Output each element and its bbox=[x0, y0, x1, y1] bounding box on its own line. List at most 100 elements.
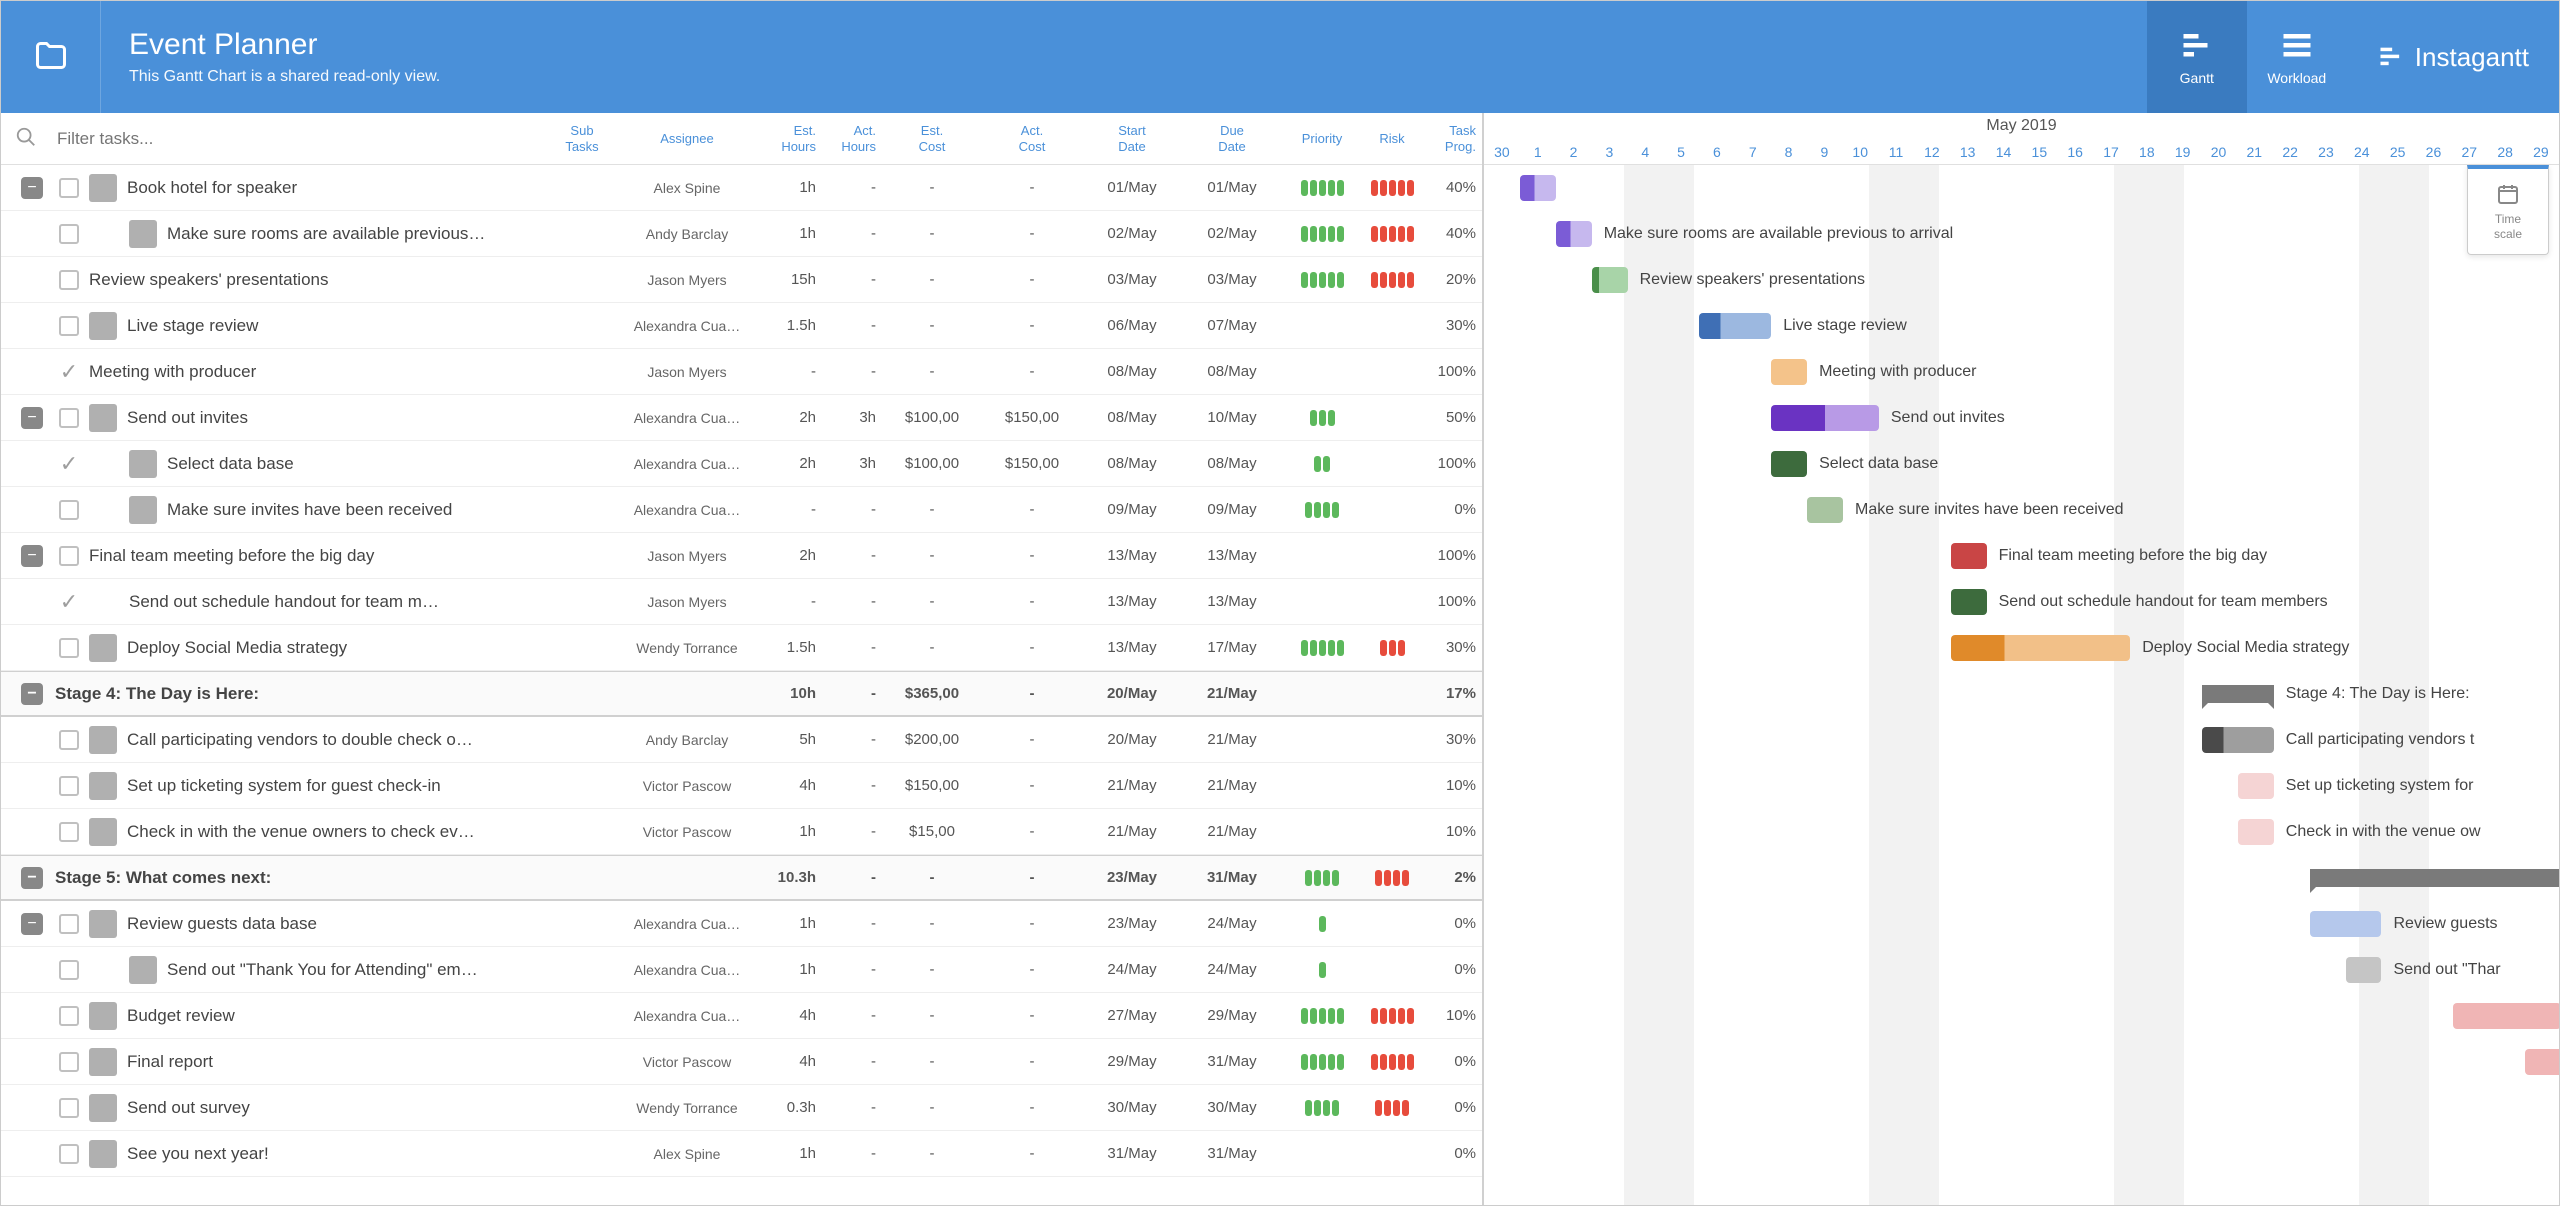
task-checkbox[interactable] bbox=[59, 408, 79, 428]
task-row[interactable]: Live stage review Alexandra Cua… 1.5h - … bbox=[1, 303, 1482, 349]
task-checkbox[interactable] bbox=[59, 546, 79, 566]
task-checkbox[interactable] bbox=[59, 500, 79, 520]
col-act-cost[interactable]: Act.Cost bbox=[982, 123, 1082, 154]
timeline-day[interactable]: 7 bbox=[1735, 139, 1771, 164]
timeline-day[interactable]: 16 bbox=[2057, 139, 2093, 164]
gantt-bar[interactable]: Send out schedule handout for team membe… bbox=[1951, 589, 1987, 615]
task-checkbox[interactable] bbox=[59, 776, 79, 796]
view-workload-button[interactable]: Workload bbox=[2247, 1, 2347, 113]
gantt-group-bar[interactable] bbox=[2310, 869, 2559, 887]
timeline-day[interactable]: 23 bbox=[2308, 139, 2344, 164]
task-row[interactable]: − Final team meeting before the big day … bbox=[1, 533, 1482, 579]
timeline-day[interactable]: 12 bbox=[1914, 139, 1950, 164]
collapse-toggle[interactable]: − bbox=[21, 545, 43, 567]
task-row[interactable]: ✓ Select data base Alexandra Cua… 2h 3h … bbox=[1, 441, 1482, 487]
gantt-bar[interactable]: Meeting with producer bbox=[1771, 359, 1807, 385]
task-row[interactable]: Call participating vendors to double che… bbox=[1, 717, 1482, 763]
gantt-bar[interactable]: Send out "Thar bbox=[2346, 957, 2382, 983]
col-assignee[interactable]: Assignee bbox=[612, 131, 762, 147]
task-row[interactable]: Review speakers' presentations Jason Mye… bbox=[1, 257, 1482, 303]
gantt-bar[interactable]: Set up ticketing system for bbox=[2238, 773, 2274, 799]
timeline-day[interactable]: 9 bbox=[1806, 139, 1842, 164]
task-row[interactable]: Make sure rooms are available previous… … bbox=[1, 211, 1482, 257]
timeline-day[interactable]: 19 bbox=[2165, 139, 2201, 164]
timeline-day[interactable]: 4 bbox=[1627, 139, 1663, 164]
timeline-day[interactable]: 6 bbox=[1699, 139, 1735, 164]
task-row[interactable]: See you next year! Alex Spine 1h - - - 3… bbox=[1, 1131, 1482, 1177]
task-checkbox[interactable] bbox=[59, 730, 79, 750]
gantt-bar[interactable]: Live stage review bbox=[1699, 313, 1771, 339]
task-row[interactable]: − Send out invites Alexandra Cua… 2h 3h … bbox=[1, 395, 1482, 441]
task-row[interactable]: Final report Victor Pascow 4h - - - 29/M… bbox=[1, 1039, 1482, 1085]
col-start-date[interactable]: StartDate bbox=[1082, 123, 1182, 154]
collapse-toggle[interactable]: − bbox=[21, 407, 43, 429]
timeline-day[interactable]: 30 bbox=[1484, 139, 1520, 164]
gantt-bar[interactable]: Review guests bbox=[2310, 911, 2382, 937]
timeline-day[interactable]: 25 bbox=[2380, 139, 2416, 164]
task-checkbox[interactable] bbox=[59, 316, 79, 336]
col-priority[interactable]: Priority bbox=[1282, 131, 1362, 147]
timeline-day[interactable]: 20 bbox=[2201, 139, 2237, 164]
timeline-day[interactable]: 29 bbox=[2523, 139, 2559, 164]
folder-button[interactable] bbox=[1, 1, 101, 113]
task-checkbox[interactable] bbox=[59, 178, 79, 198]
gantt-bar[interactable]: Deploy Social Media strategy bbox=[1951, 635, 2131, 661]
col-progress[interactable]: TaskProg. bbox=[1422, 123, 1482, 154]
task-row[interactable]: Set up ticketing system for guest check-… bbox=[1, 763, 1482, 809]
gantt-bar[interactable]: Final team meeting before the big day bbox=[1951, 543, 1987, 569]
collapse-toggle[interactable]: − bbox=[21, 913, 43, 935]
timeline-day[interactable]: 3 bbox=[1591, 139, 1627, 164]
collapse-toggle[interactable]: − bbox=[21, 867, 43, 889]
gantt-bar[interactable]: Check in with the venue ow bbox=[2238, 819, 2274, 845]
view-gantt-button[interactable]: Gantt bbox=[2147, 1, 2247, 113]
task-row[interactable]: Deploy Social Media strategy Wendy Torra… bbox=[1, 625, 1482, 671]
task-checkbox[interactable] bbox=[59, 1144, 79, 1164]
task-checkbox[interactable] bbox=[59, 1052, 79, 1072]
timeline-day[interactable]: 15 bbox=[2021, 139, 2057, 164]
task-row[interactable]: Make sure invites have been received Ale… bbox=[1, 487, 1482, 533]
timeline-day[interactable]: 1 bbox=[1520, 139, 1556, 164]
timeline-day[interactable]: 11 bbox=[1878, 139, 1914, 164]
gantt-bar[interactable]: Call participating vendors t bbox=[2202, 727, 2274, 753]
col-subtasks[interactable]: SubTasks bbox=[552, 123, 612, 154]
task-row[interactable]: Send out "Thank You for Attending" em… A… bbox=[1, 947, 1482, 993]
task-checkbox[interactable] bbox=[59, 914, 79, 934]
col-risk[interactable]: Risk bbox=[1362, 131, 1422, 147]
task-row[interactable]: − Book hotel for speaker Alex Spine 1h -… bbox=[1, 165, 1482, 211]
timeline-day[interactable]: 10 bbox=[1842, 139, 1878, 164]
gantt-bar[interactable]: Make sure rooms are available previous t… bbox=[1556, 221, 1592, 247]
collapse-toggle[interactable]: − bbox=[21, 683, 43, 705]
col-est-cost[interactable]: Est.Cost bbox=[882, 123, 982, 154]
gantt-bar[interactable]: Select data base bbox=[1771, 451, 1807, 477]
gantt-bar[interactable]: Review speakers' presentations bbox=[1592, 267, 1628, 293]
timescale-button[interactable]: Timescale bbox=[2467, 165, 2549, 255]
task-row[interactable]: Check in with the venue owners to check … bbox=[1, 809, 1482, 855]
timeline-day[interactable]: 22 bbox=[2272, 139, 2308, 164]
timeline-day[interactable]: 17 bbox=[2093, 139, 2129, 164]
task-row[interactable]: Send out survey Wendy Torrance 0.3h - - … bbox=[1, 1085, 1482, 1131]
timeline-day[interactable]: 14 bbox=[1986, 139, 2022, 164]
task-checkbox[interactable] bbox=[59, 270, 79, 290]
task-checkbox[interactable] bbox=[59, 1098, 79, 1118]
group-row[interactable]: − Stage 5: What comes next: 10.3h - - - … bbox=[1, 855, 1482, 901]
timeline-day[interactable]: 27 bbox=[2451, 139, 2487, 164]
brand-logo[interactable]: Instagantt bbox=[2347, 42, 2559, 73]
task-checkbox[interactable] bbox=[59, 822, 79, 842]
task-row[interactable]: ✓ Send out schedule handout for team m… … bbox=[1, 579, 1482, 625]
gantt-group-bar[interactable]: Stage 4: The Day is Here: bbox=[2202, 685, 2274, 703]
task-checkbox[interactable] bbox=[59, 638, 79, 658]
task-checkbox[interactable] bbox=[59, 1006, 79, 1026]
gantt-bar[interactable] bbox=[2453, 1003, 2559, 1029]
timeline-day[interactable]: 18 bbox=[2129, 139, 2165, 164]
timeline-day[interactable]: 2 bbox=[1556, 139, 1592, 164]
timeline-day[interactable]: 24 bbox=[2344, 139, 2380, 164]
timeline-day[interactable]: 28 bbox=[2487, 139, 2523, 164]
task-row[interactable]: ✓ Meeting with producer Jason Myers - - … bbox=[1, 349, 1482, 395]
timeline-day[interactable]: 13 bbox=[1950, 139, 1986, 164]
task-row[interactable]: − Review guests data base Alexandra Cua…… bbox=[1, 901, 1482, 947]
timeline-day[interactable]: 26 bbox=[2416, 139, 2452, 164]
task-checkbox[interactable] bbox=[59, 960, 79, 980]
timeline-day[interactable]: 8 bbox=[1771, 139, 1807, 164]
task-checkbox[interactable] bbox=[59, 224, 79, 244]
task-row[interactable]: Budget review Alexandra Cua… 4h - - - 27… bbox=[1, 993, 1482, 1039]
